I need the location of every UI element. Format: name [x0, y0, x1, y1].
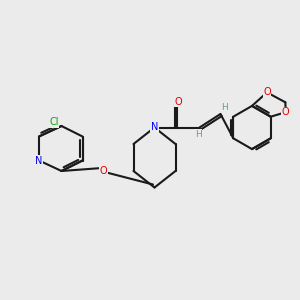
Text: O: O [175, 97, 182, 107]
Text: N: N [151, 122, 158, 133]
Text: H: H [222, 103, 228, 112]
Text: Cl: Cl [49, 117, 59, 128]
Text: O: O [263, 87, 271, 98]
Text: N: N [35, 155, 43, 166]
Text: O: O [282, 107, 290, 117]
Text: O: O [100, 166, 107, 176]
Text: H: H [195, 130, 201, 139]
